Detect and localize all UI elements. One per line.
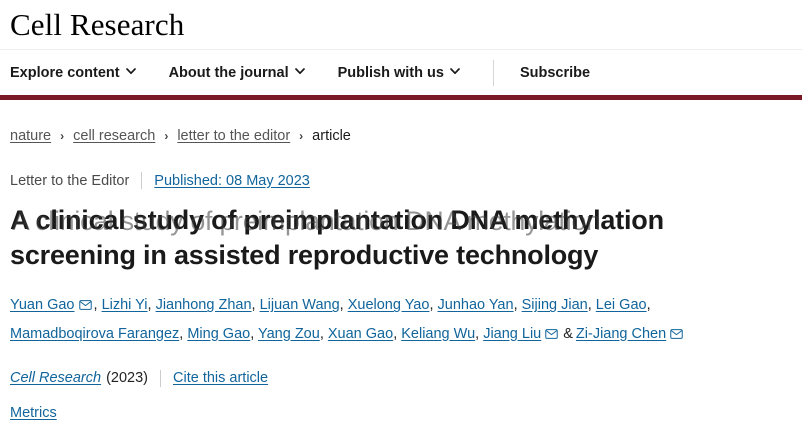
article-title-text: A clinical study of preimplantation DNA … [10,205,664,271]
author-list: Yuan Gao, Lizhi Yi, Jianhong Zhan, Lijua… [10,291,750,348]
nav-label: Explore content [10,64,120,81]
author-link[interactable]: Lei Gao [595,297,647,314]
breadcrumb-item-nature[interactable]: nature [10,128,52,144]
journal-name-link[interactable]: Cell Research [10,370,102,387]
nav-label: Publish with us [337,64,444,81]
nav-item-explore-content[interactable]: Explore content [10,64,136,81]
nav-item-publish-with-us[interactable]: Publish with us [337,64,460,81]
journal-masthead: Cell Research [0,0,802,50]
author-link[interactable]: Lizhi Yi [101,297,148,314]
author-separator: , [393,325,402,342]
author-separator: , [587,297,596,314]
journal-title[interactable]: Cell Research [10,7,185,42]
chevron-down-icon [294,66,305,75]
author-separator: , [339,297,348,314]
chevron-down-icon [450,66,460,75]
publication-year: (2023) [106,370,148,387]
author-final-separator: & [563,325,573,342]
author-separator: , [475,325,484,342]
author-link[interactable]: Junhao Yan [437,297,514,314]
citation-divider [160,369,161,387]
envelope-icon[interactable] [78,300,92,311]
chevron-down-icon [125,66,136,75]
author-link[interactable]: Ming Gao [187,325,251,342]
author-separator: , [646,297,651,314]
metrics-link[interactable]: Metrics [10,404,57,421]
envelope-icon[interactable] [670,328,683,339]
metrics-section: Metrics [10,405,792,421]
author-link[interactable]: Jiang Liu [483,325,542,342]
breadcrumb-separator: › [299,129,304,143]
breadcrumb-separator: › [164,129,169,143]
meta-divider [141,172,143,189]
article-meta: Letter to the Editor Published: 08 May 2… [10,172,792,189]
author-link[interactable]: Zi-Jiang Chen [575,325,667,342]
author-separator: , [179,325,188,342]
nav-label: Subscribe [519,64,591,81]
cite-this-article-link[interactable]: Cite this article [173,370,269,387]
publication-date-link[interactable]: Published: 08 May 2023 [154,172,310,189]
page-title: A clinical study of preimplantation DNA … [10,203,730,273]
author-link[interactable]: Lijuan Wang [259,297,340,314]
breadcrumb: nature › cell research › letter to the e… [10,128,792,144]
author-link[interactable]: Xuelong Yao [347,297,430,314]
author-link[interactable]: Keliang Wu [401,325,476,342]
author-separator: , [319,325,328,342]
author-link[interactable]: Sijing Jian [521,297,588,314]
article-type: Letter to the Editor [10,172,130,189]
author-separator: , [251,297,260,314]
nav-item-about-the-journal[interactable]: About the journal [168,64,305,81]
nav-vertical-divider [492,59,494,86]
nav-label: About the journal [168,64,289,81]
nav-item-subscribe[interactable]: Subscribe [520,65,590,81]
breadcrumb-separator: › [60,129,65,143]
breadcrumb-item-cell-research[interactable]: cell research [73,128,156,144]
author-link[interactable]: Mamadboqirova Farangez [10,325,180,342]
author-link[interactable]: Yuan Gao [10,297,75,314]
author-link[interactable]: Xuan Gao [327,325,394,342]
author-separator: , [429,297,438,314]
citation-line: Cell Research (2023) Cite this article [10,369,792,387]
author-separator: , [250,325,258,342]
envelope-icon[interactable] [545,328,558,339]
breadcrumb-item-article: article [312,128,351,144]
author-separator: , [513,297,522,314]
author-separator: , [93,297,102,314]
breadcrumb-item-letter-to-the-editor[interactable]: letter to the editor [177,128,291,144]
primary-navigation: Explore content About the journal Publis… [0,50,802,100]
author-link[interactable]: Jianhong Zhan [155,297,252,314]
author-separator: , [147,297,156,314]
author-link[interactable]: Yang Zou [258,325,320,342]
